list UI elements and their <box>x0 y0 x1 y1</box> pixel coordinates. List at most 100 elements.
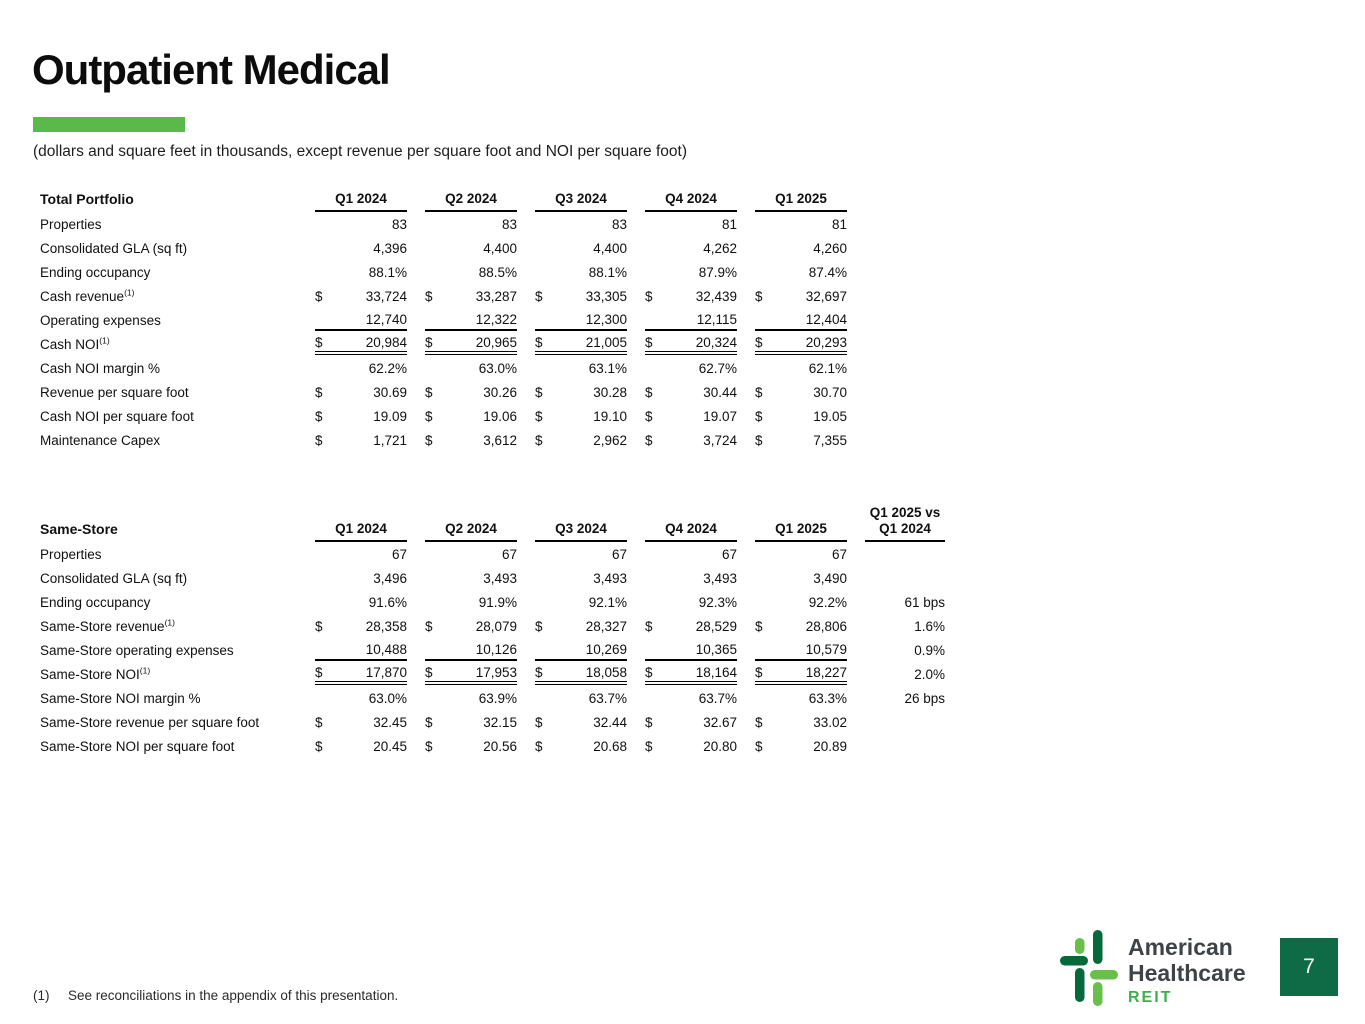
cell-value: 17,870 <box>365 664 407 680</box>
table-cell: 81 <box>737 212 847 236</box>
table-cell: $32.45 <box>297 710 407 734</box>
row-label: Operating expenses <box>40 312 161 328</box>
table-cell: 4,400 <box>517 236 627 260</box>
cell-value: 83 <box>611 216 627 232</box>
currency-symbol: $ <box>425 432 433 448</box>
value-box: $20,324 <box>645 333 737 355</box>
value-box: 10,488 <box>315 639 407 661</box>
compare-value: 0.9% <box>914 642 945 658</box>
currency-symbol: $ <box>535 384 543 400</box>
value-box: 87.9% <box>645 261 737 283</box>
table-row: Same-Store revenue(1) $28,358 $28,079 $28,3… <box>40 614 945 638</box>
value-box: $32.67 <box>645 711 737 733</box>
value-box: 83 <box>425 213 517 235</box>
cell-value: 88.1% <box>588 264 627 280</box>
table-cell: $19.09 <box>297 404 407 428</box>
value-box: 67 <box>645 543 737 565</box>
table-row: Properties 67 67 67 67 67 <box>40 542 945 566</box>
table-cell: 4,260 <box>737 236 847 260</box>
table-title: Same-Store <box>40 521 118 537</box>
logo-name-line2: Healthcare <box>1128 960 1246 986</box>
value-box: 3,493 <box>425 567 517 589</box>
cell-value: 81 <box>831 216 847 232</box>
cell-value: 62.7% <box>698 360 737 376</box>
cell-value: 63.0% <box>368 690 407 706</box>
compare-column-header: Q1 2025 vs Q1 2024 <box>865 505 945 542</box>
row-label: Same-Store NOI <box>40 666 140 682</box>
value-box: $18,058 <box>535 663 627 685</box>
currency-symbol: $ <box>315 738 323 754</box>
value-box: $32,697 <box>755 285 847 307</box>
cell-value: 88.5% <box>478 264 517 280</box>
page-title: Outpatient Medical <box>32 46 391 93</box>
row-label: Consolidated GLA (sq ft) <box>40 570 188 586</box>
currency-symbol: $ <box>535 432 543 448</box>
row-label: Consolidated GLA (sq ft) <box>40 240 188 256</box>
table-cell: $19.07 <box>627 404 737 428</box>
accent-bar <box>33 117 185 132</box>
cell-value: 20.45 <box>373 738 407 754</box>
table-row: Properties 83 83 83 81 81 <box>40 212 847 236</box>
value-box: 10,269 <box>535 639 627 661</box>
row-label: Cash NOI margin % <box>40 360 161 376</box>
table-cell: 81 <box>627 212 737 236</box>
table-cell: 87.4% <box>737 260 847 284</box>
value-box: $20,965 <box>425 333 517 355</box>
compare-value: 61 bps <box>904 594 945 610</box>
currency-symbol: $ <box>425 334 433 350</box>
cell-value: 63.3% <box>808 690 847 706</box>
currency-symbol: $ <box>535 288 543 304</box>
currency-symbol: $ <box>645 618 653 634</box>
cell-value: 91.9% <box>478 594 517 610</box>
value-box: 83 <box>315 213 407 235</box>
cell-value: 19.05 <box>813 408 847 424</box>
table-cell: $18,227 <box>737 662 847 686</box>
value-box: 3,490 <box>755 567 847 589</box>
table-cell: 63.1% <box>517 356 627 380</box>
column-header-cell: Q3 2024 <box>517 496 627 542</box>
row-label-cell: Consolidated GLA (sq ft) <box>40 566 297 590</box>
logo-reit-label: REIT <box>1128 989 1173 1006</box>
value-box: $19.09 <box>315 405 407 427</box>
row-label-cell: Consolidated GLA (sq ft) <box>40 236 297 260</box>
table-cell: 67 <box>737 542 847 566</box>
table-cell: $18,164 <box>627 662 737 686</box>
value-box: $3,612 <box>425 429 517 451</box>
value-box: $33,287 <box>425 285 517 307</box>
row-label: Maintenance Capex <box>40 432 161 448</box>
value-box: 4,400 <box>535 237 627 259</box>
row-label: Same-Store NOI margin % <box>40 690 201 706</box>
table-cell: 3,493 <box>627 566 737 590</box>
currency-symbol: $ <box>645 714 653 730</box>
table-cell: $18,058 <box>517 662 627 686</box>
footnote-reference: (1) <box>139 665 151 675</box>
row-label: Same-Store operating expenses <box>40 642 234 658</box>
cell-value: 10,269 <box>585 641 627 657</box>
currency-symbol: $ <box>535 334 543 350</box>
cell-value: 33,287 <box>475 288 517 304</box>
currency-symbol: $ <box>645 334 653 350</box>
table-cell: $33.02 <box>737 710 847 734</box>
value-box: $33,724 <box>315 285 407 307</box>
currency-symbol: $ <box>315 408 323 424</box>
table-cell: $20,324 <box>627 332 737 356</box>
table-cell: $33,287 <box>407 284 517 308</box>
currency-symbol: $ <box>425 288 433 304</box>
value-box: 12,322 <box>425 309 517 331</box>
value-box: $20,984 <box>315 333 407 355</box>
value-box: 63.1% <box>535 357 627 379</box>
table-cell: $20.56 <box>407 734 517 758</box>
value-box: $17,870 <box>315 663 407 685</box>
table-cell: $20,293 <box>737 332 847 356</box>
column-header-cell: Q1 2024 <box>297 188 407 212</box>
cell-value: 62.2% <box>368 360 407 376</box>
column-header: Q4 2024 <box>645 191 737 212</box>
value-box: 91.9% <box>425 591 517 613</box>
page-number: 7 <box>1280 938 1338 996</box>
compare-cell <box>847 710 945 734</box>
value-box: 4,396 <box>315 237 407 259</box>
compare-header-cell: Q1 2025 vs Q1 2024 <box>847 496 945 542</box>
currency-symbol: $ <box>645 288 653 304</box>
value-box: 87.4% <box>755 261 847 283</box>
currency-symbol: $ <box>645 432 653 448</box>
